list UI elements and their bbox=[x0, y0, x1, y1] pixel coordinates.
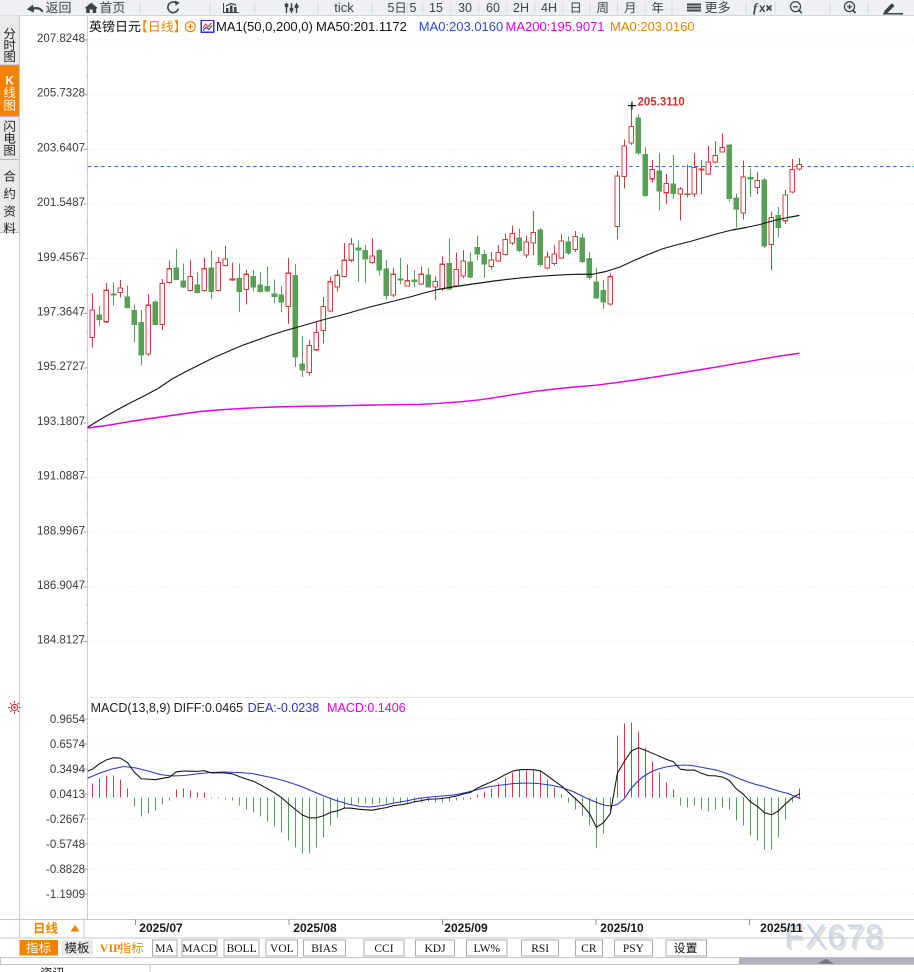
svg-text:BIAS: BIAS bbox=[311, 943, 337, 955]
svg-text:60: 60 bbox=[486, 1, 500, 15]
svg-text:-1.1909: -1.1909 bbox=[46, 889, 85, 901]
svg-text:DEA:-0.0238: DEA:-0.0238 bbox=[248, 701, 320, 715]
svg-text:2025/08: 2025/08 bbox=[293, 921, 337, 935]
svg-text:MACD: MACD bbox=[182, 943, 217, 955]
svg-text:MA200:195.9071: MA200:195.9071 bbox=[506, 19, 605, 34]
svg-text:2025/07: 2025/07 bbox=[139, 921, 183, 935]
svg-text:203.6407: 203.6407 bbox=[37, 142, 85, 154]
svg-text:MA0:203.0160: MA0:203.0160 bbox=[610, 19, 695, 34]
svg-text:-0.5748: -0.5748 bbox=[46, 839, 85, 851]
svg-text:205.7328: 205.7328 bbox=[37, 88, 85, 100]
svg-text:VIP: VIP bbox=[100, 941, 121, 955]
svg-text:DIFF:0.0465: DIFF:0.0465 bbox=[174, 701, 244, 715]
svg-text:MA1(50,0,200,0): MA1(50,0,200,0) bbox=[216, 19, 313, 34]
svg-text:191.0887: 191.0887 bbox=[37, 471, 85, 483]
svg-text:30: 30 bbox=[458, 1, 472, 15]
svg-text:0.6574: 0.6574 bbox=[50, 739, 86, 751]
svg-text:RSI: RSI bbox=[531, 943, 549, 955]
svg-text:201.5487: 201.5487 bbox=[37, 197, 85, 209]
svg-text:184.8127: 184.8127 bbox=[37, 635, 85, 647]
svg-text:MA: MA bbox=[155, 943, 174, 955]
svg-text:2025/10: 2025/10 bbox=[600, 921, 644, 935]
svg-text:186.9047: 186.9047 bbox=[37, 580, 85, 592]
svg-text:199.4567: 199.4567 bbox=[37, 252, 85, 264]
svg-text:193.1807: 193.1807 bbox=[37, 416, 85, 428]
svg-text:K: K bbox=[6, 76, 15, 88]
svg-text:f: f bbox=[753, 0, 759, 15]
svg-text:VOL: VOL bbox=[270, 943, 294, 955]
svg-text:PSY: PSY bbox=[623, 943, 645, 955]
svg-text:-0.8828: -0.8828 bbox=[46, 864, 85, 876]
svg-text:15: 15 bbox=[429, 1, 443, 15]
svg-text:MA50:201.1172: MA50:201.1172 bbox=[316, 19, 407, 34]
svg-text:MACD:0.1406: MACD:0.1406 bbox=[327, 701, 406, 715]
svg-text:BOLL: BOLL bbox=[227, 943, 257, 955]
svg-text:0.9654: 0.9654 bbox=[50, 714, 86, 726]
svg-text:CR: CR bbox=[581, 943, 597, 955]
svg-text:MA0:203.0160: MA0:203.0160 bbox=[419, 19, 504, 34]
svg-text:2025/09: 2025/09 bbox=[444, 921, 488, 935]
svg-text:0.3494: 0.3494 bbox=[50, 764, 86, 776]
svg-text:195.2727: 195.2727 bbox=[37, 361, 85, 373]
svg-text:x: x bbox=[759, 3, 766, 15]
svg-text:2H: 2H bbox=[513, 1, 529, 15]
svg-text:LW%: LW% bbox=[473, 943, 500, 955]
svg-text:188.9967: 188.9967 bbox=[37, 525, 85, 537]
svg-text:197.3647: 197.3647 bbox=[37, 307, 85, 319]
svg-text:-0.2667: -0.2667 bbox=[46, 814, 85, 826]
svg-text:2025/11: 2025/11 bbox=[760, 921, 803, 935]
svg-text:tick: tick bbox=[334, 0, 354, 15]
svg-text:5: 5 bbox=[388, 1, 395, 15]
svg-text:5: 5 bbox=[410, 1, 417, 15]
svg-text:4H: 4H bbox=[541, 1, 557, 15]
svg-text:207.8248: 207.8248 bbox=[37, 33, 85, 45]
svg-text:0.0413: 0.0413 bbox=[50, 789, 85, 801]
svg-text:MACD(13,8,9): MACD(13,8,9) bbox=[91, 701, 171, 715]
svg-text:205.3110: 205.3110 bbox=[638, 97, 685, 109]
svg-text:KDJ: KDJ bbox=[424, 943, 446, 955]
svg-text:CCI: CCI bbox=[374, 943, 393, 955]
svg-text:FX678: FX678 bbox=[784, 918, 884, 955]
